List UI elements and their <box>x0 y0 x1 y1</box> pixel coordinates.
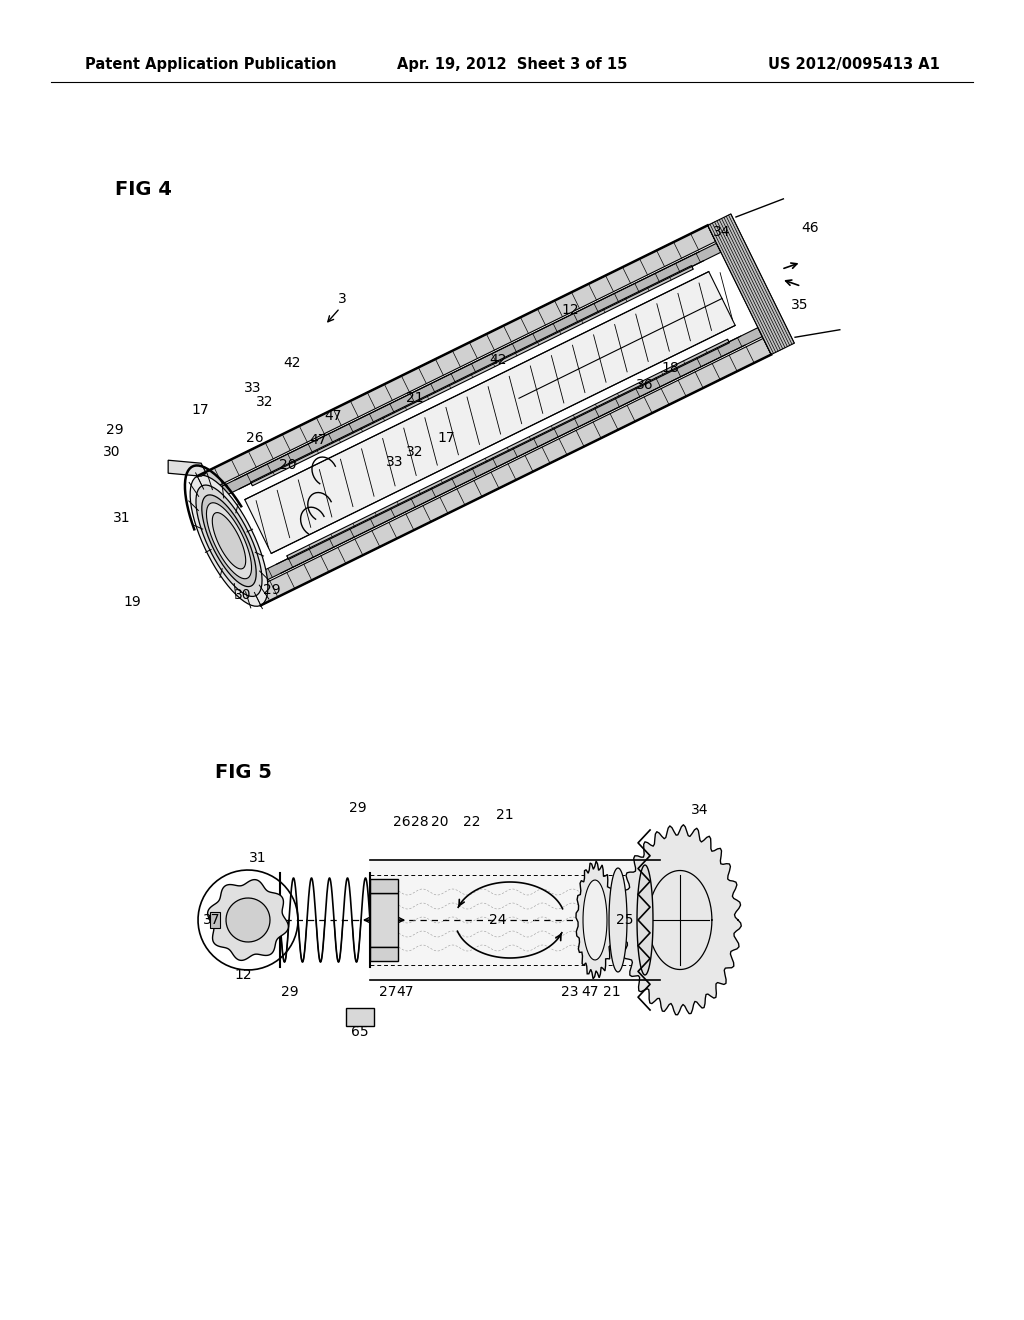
Text: 29: 29 <box>263 583 281 597</box>
Text: 23: 23 <box>561 985 579 999</box>
Polygon shape <box>253 338 771 606</box>
Text: 21: 21 <box>497 808 514 822</box>
Polygon shape <box>207 503 252 578</box>
Text: 29: 29 <box>349 801 367 814</box>
Polygon shape <box>245 272 735 553</box>
Text: 26: 26 <box>246 432 264 445</box>
Text: 28: 28 <box>412 814 429 829</box>
Polygon shape <box>346 1008 374 1026</box>
Text: 47: 47 <box>309 433 327 447</box>
Text: 34: 34 <box>691 803 709 817</box>
Polygon shape <box>190 475 268 606</box>
Polygon shape <box>212 512 246 569</box>
Text: 42: 42 <box>489 352 507 367</box>
Text: 34: 34 <box>714 224 731 239</box>
Text: 3: 3 <box>338 292 347 306</box>
Text: 42: 42 <box>284 356 301 370</box>
Text: 12: 12 <box>234 968 252 982</box>
Polygon shape <box>198 226 716 492</box>
Polygon shape <box>609 869 627 972</box>
Text: 27: 27 <box>379 985 396 999</box>
Text: 47: 47 <box>325 409 342 422</box>
Polygon shape <box>208 879 289 961</box>
Polygon shape <box>196 484 262 597</box>
Text: 18: 18 <box>662 360 679 375</box>
Polygon shape <box>618 825 741 1015</box>
Polygon shape <box>370 879 398 894</box>
Text: US 2012/0095413 A1: US 2012/0095413 A1 <box>768 58 940 73</box>
Polygon shape <box>575 861 614 978</box>
Text: 12: 12 <box>561 304 579 317</box>
Text: 26: 26 <box>393 814 411 829</box>
Text: 31: 31 <box>114 511 131 525</box>
Text: 17: 17 <box>437 432 455 445</box>
Text: FIG 4: FIG 4 <box>115 180 172 199</box>
Polygon shape <box>248 327 762 587</box>
Text: 21: 21 <box>603 985 621 999</box>
Polygon shape <box>370 894 398 946</box>
Text: 35: 35 <box>792 298 809 312</box>
Text: 37: 37 <box>203 913 221 927</box>
Text: 25: 25 <box>616 913 634 927</box>
Polygon shape <box>226 898 270 942</box>
Text: 32: 32 <box>407 445 424 459</box>
Polygon shape <box>287 339 729 560</box>
Polygon shape <box>708 214 795 355</box>
Text: 47: 47 <box>396 985 414 999</box>
Text: 21: 21 <box>407 391 424 405</box>
Text: 20: 20 <box>431 814 449 829</box>
Text: 17: 17 <box>191 403 209 417</box>
Polygon shape <box>583 880 607 960</box>
Polygon shape <box>210 912 220 928</box>
Text: 46: 46 <box>801 220 819 235</box>
Text: 30: 30 <box>234 587 252 602</box>
Text: 24: 24 <box>489 913 507 927</box>
Text: 47: 47 <box>582 985 599 999</box>
Text: FIG 5: FIG 5 <box>215 763 272 781</box>
Text: 22: 22 <box>463 814 480 829</box>
Polygon shape <box>168 461 206 477</box>
Text: 31: 31 <box>249 851 267 865</box>
Text: Patent Application Publication: Patent Application Publication <box>85 58 337 73</box>
Text: 65: 65 <box>351 1026 369 1039</box>
Text: 36: 36 <box>636 378 653 392</box>
Text: 29: 29 <box>282 985 299 999</box>
Text: 20: 20 <box>280 458 297 473</box>
Polygon shape <box>370 946 398 961</box>
Text: 30: 30 <box>103 445 121 459</box>
Text: 19: 19 <box>123 595 141 609</box>
Polygon shape <box>206 243 721 503</box>
Text: Apr. 19, 2012  Sheet 3 of 15: Apr. 19, 2012 Sheet 3 of 15 <box>397 58 627 73</box>
Text: 32: 32 <box>256 395 273 409</box>
Polygon shape <box>202 495 256 586</box>
Polygon shape <box>251 265 693 486</box>
Text: 33: 33 <box>386 455 403 469</box>
Text: 33: 33 <box>245 381 262 395</box>
Text: 29: 29 <box>106 422 124 437</box>
Polygon shape <box>637 865 653 975</box>
